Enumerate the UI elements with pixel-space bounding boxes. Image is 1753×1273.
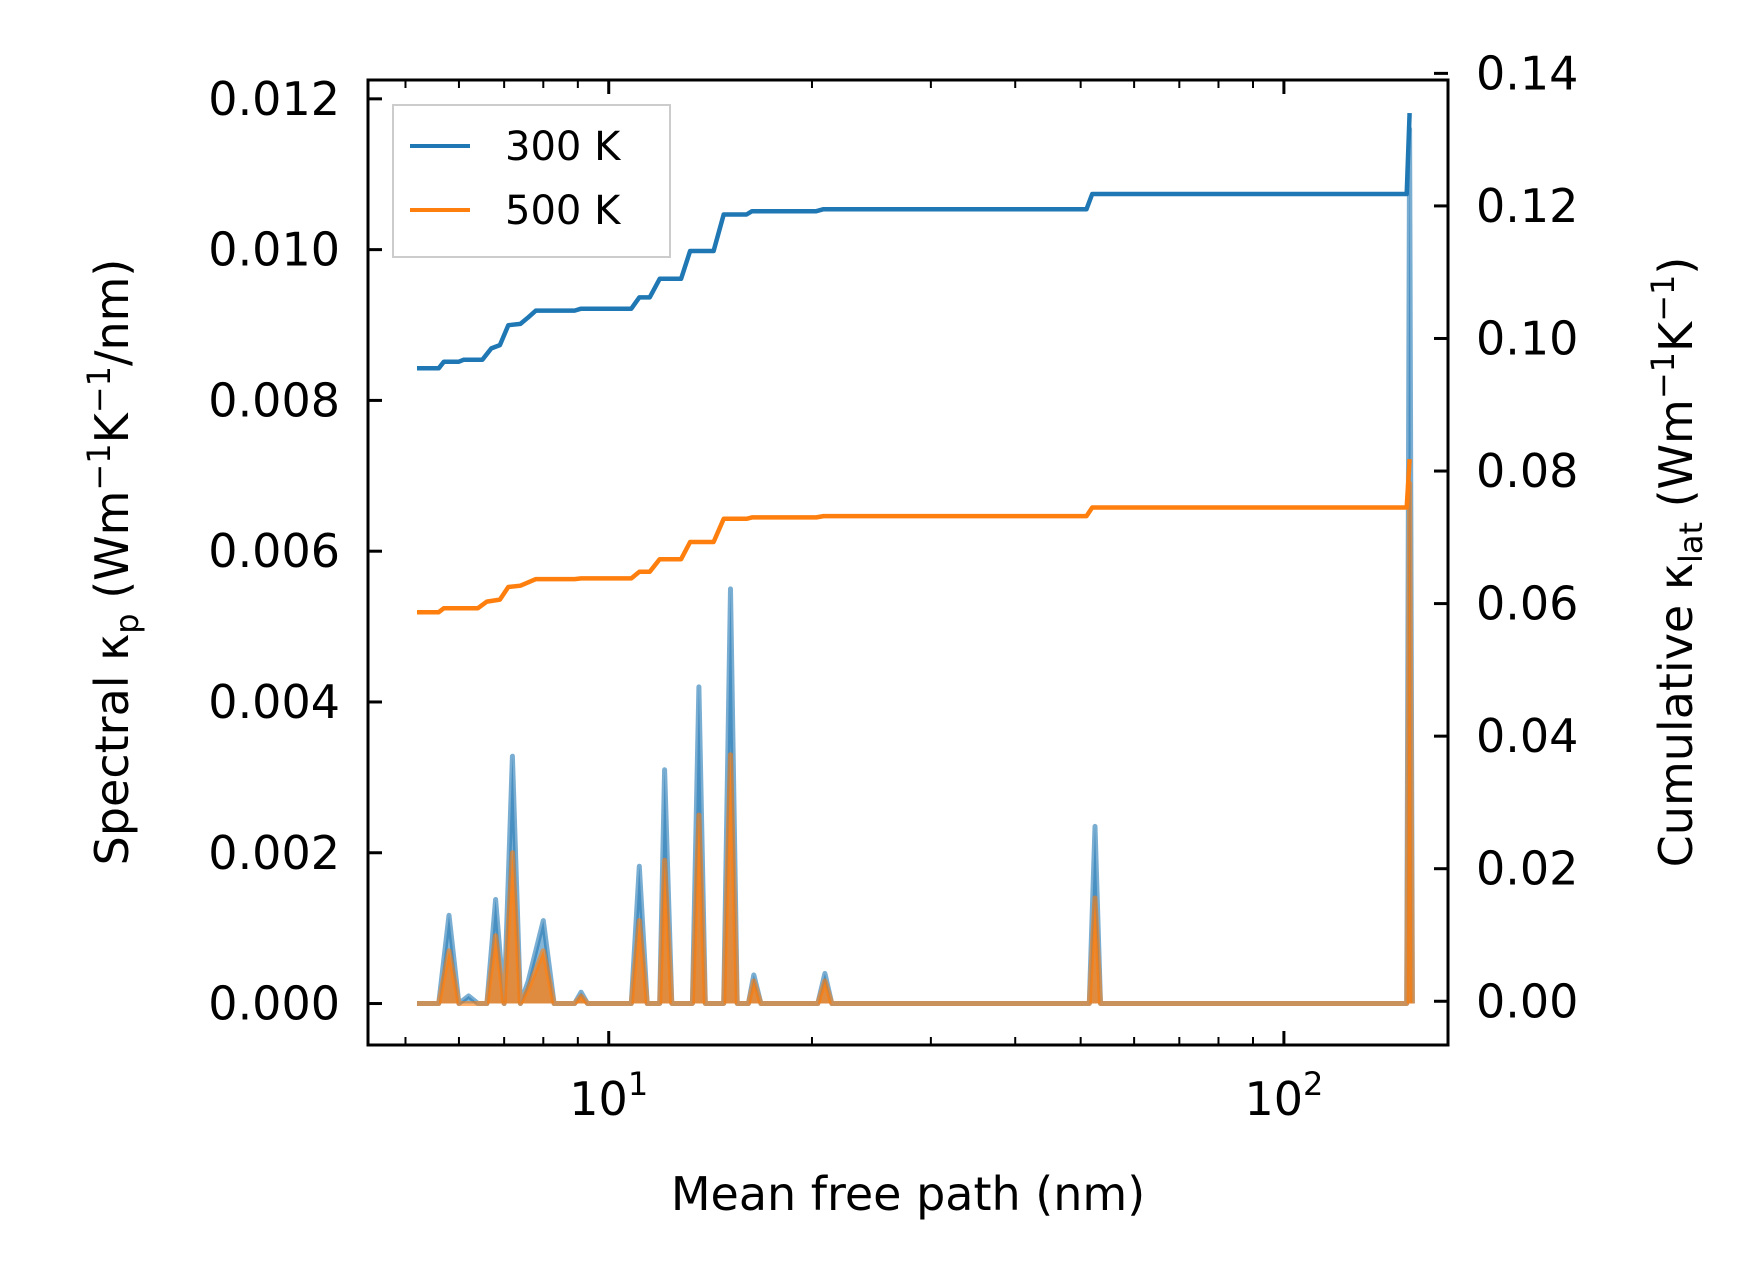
cumulative-line-500k: [417, 458, 1412, 615]
x-tick-label: 102: [1244, 1065, 1323, 1126]
y-left-tick-label: 0.010: [208, 223, 340, 277]
y-right-tick-label: 0.10: [1476, 311, 1578, 365]
legend: 300 K 500 K: [392, 104, 671, 258]
y-right-tick-label: 0.12: [1476, 179, 1578, 233]
y-left-tick-label: 0.000: [208, 977, 340, 1031]
y-right-tick-label: 0.14: [1476, 46, 1578, 100]
legend-label-500k: 500 K: [505, 188, 622, 234]
y-right-tick-label: 0.08: [1476, 444, 1578, 498]
y-left-tick-label: 0.006: [208, 524, 340, 578]
legend-label-300k: 300 K: [505, 124, 622, 170]
y-axis-label-right: Cumulative κlat (Wm−1K−1): [1644, 257, 1710, 868]
y-left-tick-label: 0.012: [208, 72, 340, 126]
y-right-tick-label: 0.04: [1476, 709, 1578, 763]
legend-box: [392, 104, 671, 258]
y-left-tick-label: 0.002: [208, 826, 340, 880]
y-right-tick-label: 0.02: [1476, 842, 1578, 896]
y-axis-label-left: Spectral κp (Wm−1K−1/nm): [80, 259, 146, 866]
cumulative-layer: [417, 113, 1412, 615]
x-tick-label: 101: [569, 1065, 648, 1126]
y-left-tick-label: 0.008: [208, 373, 340, 427]
y-left-tick-label: 0.004: [208, 675, 340, 729]
y-right-tick-label: 0.00: [1476, 974, 1578, 1028]
spectral-line-500k: [417, 480, 1415, 1006]
y-right-tick-label: 0.06: [1476, 577, 1578, 631]
ticks-layer: 101 102 0.000 0.002 0.004 0.006 0.008 0.010 0.01…: [208, 46, 1578, 1126]
cumulative-line-300k: [417, 113, 1412, 371]
x-axis-label: Mean free path (nm): [671, 1167, 1145, 1221]
plot-frame: [366, 78, 1450, 1047]
spectral-fill-layer: [417, 126, 1415, 1006]
